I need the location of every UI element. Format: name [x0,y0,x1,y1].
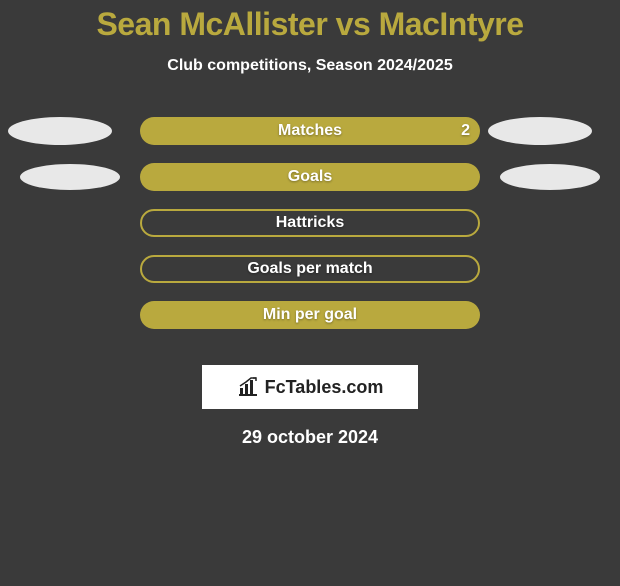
stat-row: Min per goal [0,301,620,347]
stat-label: Hattricks [140,209,480,237]
logo-text: FcTables.com [265,377,384,398]
comparison-chart: Matches2GoalsHattricksGoals per matchMin… [0,117,620,347]
stat-row: Hattricks [0,209,620,255]
stat-row: Goals per match [0,255,620,301]
stat-row: Matches2 [0,117,620,163]
stat-label: Goals per match [140,255,480,283]
stat-row: Goals [0,163,620,209]
logo-box: FcTables.com [202,365,418,409]
player-right-ellipse [488,117,592,145]
player-right-ellipse [500,164,600,190]
stat-label: Min per goal [140,301,480,329]
stat-label: Matches [140,117,480,145]
page-title: Sean McAllister vs MacIntyre [0,6,620,43]
player-left-ellipse [8,117,112,145]
stat-label: Goals [140,163,480,191]
page-subtitle: Club competitions, Season 2024/2025 [0,57,620,75]
footer-date: 29 october 2024 [0,427,620,448]
player-left-ellipse [20,164,120,190]
bar-chart-icon [237,377,259,397]
stat-value-right: 2 [461,117,470,145]
